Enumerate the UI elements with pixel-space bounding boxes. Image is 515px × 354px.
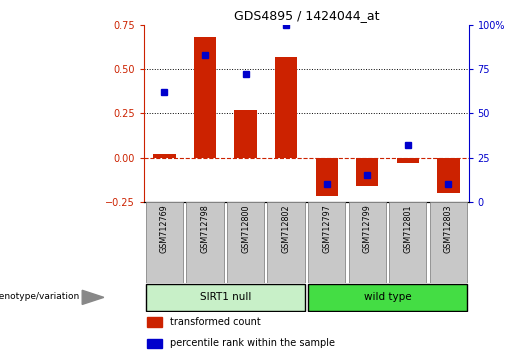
Text: GSM712797: GSM712797 <box>322 204 331 253</box>
Bar <box>316 158 338 196</box>
Bar <box>234 110 257 158</box>
Bar <box>186 202 224 283</box>
Text: GSM712799: GSM712799 <box>363 204 372 253</box>
Bar <box>308 202 346 283</box>
Bar <box>147 318 162 327</box>
Bar <box>275 57 297 158</box>
Bar <box>356 158 379 186</box>
Bar <box>147 339 162 348</box>
Bar <box>267 202 305 283</box>
Text: transformed count: transformed count <box>170 317 261 327</box>
Bar <box>397 158 419 163</box>
Bar <box>227 202 264 283</box>
Text: GSM712802: GSM712802 <box>282 204 290 253</box>
Bar <box>153 154 176 158</box>
Text: percentile rank within the sample: percentile rank within the sample <box>170 338 335 348</box>
Bar <box>308 284 467 311</box>
Bar <box>194 37 216 158</box>
Polygon shape <box>82 290 104 304</box>
Text: GSM712798: GSM712798 <box>200 204 210 253</box>
Bar <box>437 158 459 193</box>
Text: wild type: wild type <box>364 292 411 302</box>
Title: GDS4895 / 1424044_at: GDS4895 / 1424044_at <box>234 9 379 22</box>
Bar <box>146 284 305 311</box>
Text: genotype/variation: genotype/variation <box>0 292 79 301</box>
Bar <box>146 202 183 283</box>
Text: GSM712803: GSM712803 <box>444 204 453 253</box>
Text: SIRT1 null: SIRT1 null <box>200 292 251 302</box>
Bar <box>349 202 386 283</box>
Text: GSM712800: GSM712800 <box>241 204 250 253</box>
Bar <box>430 202 467 283</box>
Text: GSM712769: GSM712769 <box>160 204 169 253</box>
Text: GSM712801: GSM712801 <box>403 204 413 253</box>
Bar <box>389 202 426 283</box>
